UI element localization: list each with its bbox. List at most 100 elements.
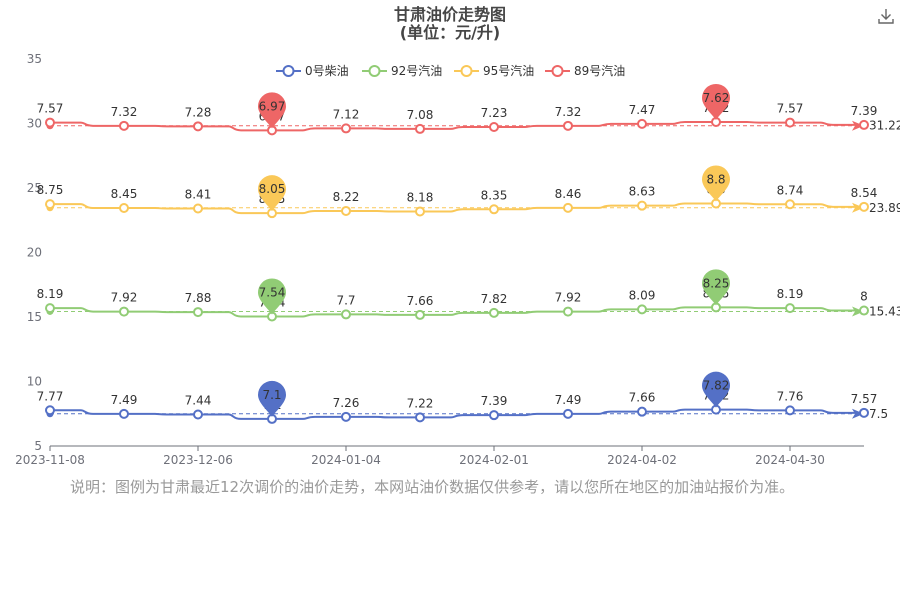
- data-point[interactable]: [489, 410, 499, 421]
- legend-item[interactable]: 95号汽油: [454, 63, 534, 78]
- data-label: 7.92: [555, 291, 582, 305]
- min-pin-shape: [258, 278, 286, 315]
- data-label: 7.39: [851, 104, 878, 118]
- min-marker-pin[interactable]: 7.54: [258, 278, 286, 315]
- data-point[interactable]: [489, 121, 499, 132]
- x-tick-label: 2024-04-02: [607, 453, 677, 467]
- data-label: 7.22: [407, 396, 434, 410]
- data-label: 7.39: [481, 394, 508, 408]
- y-tick-label: 5: [34, 439, 42, 453]
- data-point[interactable]: [45, 199, 55, 210]
- data-point[interactable]: [785, 303, 795, 314]
- chart-title: 甘肃油价走势图: [394, 5, 506, 24]
- legend[interactable]: 0号柴油 92号汽油 95号汽油 89号汽油: [276, 63, 625, 78]
- data-label: 7.66: [407, 294, 434, 308]
- average-arrow: [852, 306, 864, 317]
- data-label: 7.12: [333, 107, 360, 121]
- data-label: 7.32: [555, 105, 582, 119]
- download-icon[interactable]: [876, 6, 896, 26]
- data-label: 7.57: [777, 102, 804, 116]
- data-point[interactable]: [637, 406, 647, 417]
- y-tick-label: 10: [27, 375, 42, 389]
- x-tick-label: 2024-02-01: [459, 453, 529, 467]
- legend-item[interactable]: 0号柴油: [276, 64, 349, 78]
- data-point[interactable]: [45, 405, 55, 416]
- data-point[interactable]: [563, 408, 573, 419]
- max-marker-pin[interactable]: 7.62: [702, 83, 730, 120]
- min-pin-label: 8.05: [259, 182, 286, 196]
- min-marker-pin[interactable]: 6.97: [258, 92, 286, 129]
- data-point[interactable]: [859, 305, 869, 316]
- data-label: 8: [860, 290, 868, 304]
- data-point[interactable]: [45, 117, 55, 128]
- data-point[interactable]: [341, 411, 351, 422]
- data-point[interactable]: [193, 409, 203, 420]
- y-tick-label: 35: [27, 52, 42, 66]
- data-label: 8.46: [555, 187, 582, 201]
- max-pin-shape: [702, 269, 730, 306]
- data-label: 8.09: [629, 288, 656, 302]
- data-point[interactable]: [415, 206, 425, 217]
- min-marker-pin[interactable]: 8.05: [258, 175, 286, 212]
- legend-marker: [460, 65, 473, 77]
- max-marker-pin[interactable]: 8.25: [702, 269, 730, 306]
- legend-item[interactable]: 89号汽油: [545, 63, 625, 78]
- data-point[interactable]: [859, 119, 869, 130]
- data-point[interactable]: [785, 117, 795, 128]
- data-label: 7.44: [185, 394, 212, 408]
- data-point[interactable]: [193, 203, 203, 214]
- legend-label: 95号汽油: [483, 63, 534, 78]
- data-point[interactable]: [193, 307, 203, 318]
- max-pin-shape: [702, 83, 730, 120]
- series-line: [50, 202, 864, 215]
- legend-item[interactable]: 92号汽油: [362, 63, 442, 78]
- series-0: 7.5 7.77 7.49 7.44 7.1 7.26 7.22 7.39 7.49 7.66 7.…: [37, 371, 888, 424]
- data-point[interactable]: [637, 304, 647, 315]
- data-point[interactable]: [563, 120, 573, 131]
- data-point[interactable]: [341, 205, 351, 216]
- data-point[interactable]: [489, 307, 499, 318]
- axes: 5 10 15 20 25 30 35 2023-11-08 2023-12-06 2024-01…: [15, 52, 864, 467]
- data-label: 8.22: [333, 190, 360, 204]
- max-marker-pin[interactable]: 8.8: [702, 165, 730, 202]
- average-arrow: [852, 120, 864, 131]
- data-point[interactable]: [45, 303, 55, 314]
- data-point[interactable]: [341, 123, 351, 134]
- data-label: 7.23: [481, 106, 508, 120]
- average-label: 15.43: [869, 304, 900, 318]
- max-pin-label: 7.82: [703, 379, 730, 393]
- data-point[interactable]: [415, 309, 425, 320]
- data-point[interactable]: [415, 123, 425, 134]
- min-marker-pin[interactable]: 7.1: [258, 380, 286, 417]
- min-pin-shape: [258, 380, 286, 417]
- data-point[interactable]: [563, 306, 573, 317]
- data-label: 7.66: [629, 391, 656, 405]
- max-marker-pin[interactable]: 7.82: [702, 371, 730, 408]
- data-point[interactable]: [119, 408, 129, 419]
- data-label: 8.63: [629, 185, 656, 199]
- data-point[interactable]: [637, 200, 647, 211]
- min-pin-label: 7.54: [259, 285, 286, 299]
- y-tick-label: 25: [27, 181, 42, 195]
- data-label: 7.47: [629, 103, 656, 117]
- data-point[interactable]: [489, 204, 499, 215]
- data-point[interactable]: [119, 120, 129, 131]
- data-point[interactable]: [859, 407, 869, 418]
- data-point[interactable]: [119, 202, 129, 213]
- max-pin-label: 8.25: [703, 276, 730, 290]
- x-tick-label: 2024-01-04: [311, 453, 381, 467]
- data-point[interactable]: [637, 118, 647, 129]
- data-point[interactable]: [341, 309, 351, 320]
- data-label: 8.45: [111, 187, 138, 201]
- series-1: 15.43 8.19 7.92 7.88 7.54 7.7 7.66 7.82 7.92 8.09…: [37, 269, 900, 322]
- data-point[interactable]: [415, 412, 425, 423]
- data-point[interactable]: [119, 306, 129, 317]
- series-line: [50, 408, 864, 420]
- data-point[interactable]: [193, 121, 203, 132]
- data-label: 7.08: [407, 108, 434, 122]
- data-label: 7.32: [111, 105, 138, 119]
- data-point[interactable]: [785, 405, 795, 416]
- data-point[interactable]: [563, 202, 573, 213]
- data-point[interactable]: [859, 201, 869, 212]
- data-point[interactable]: [785, 199, 795, 210]
